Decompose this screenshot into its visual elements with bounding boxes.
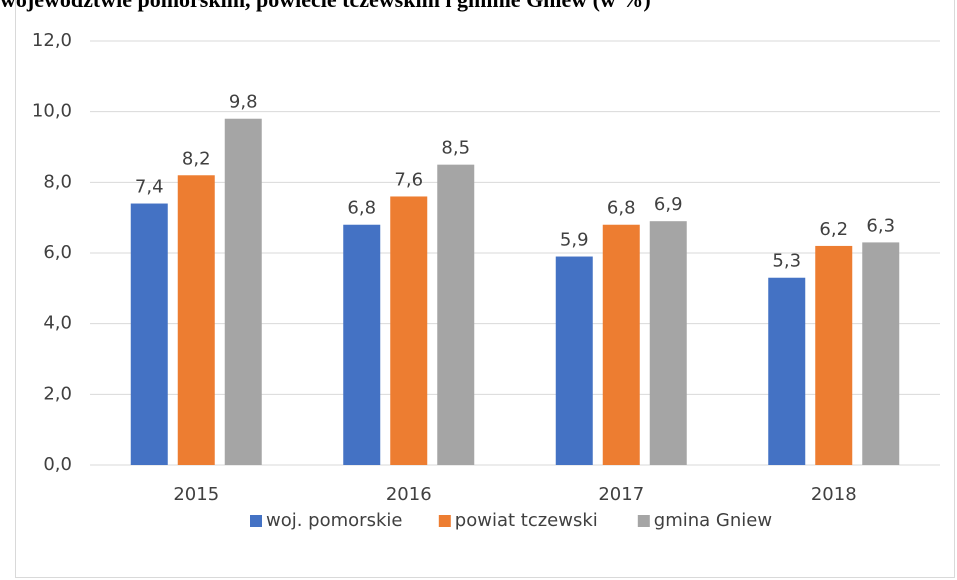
value-label: 7,4 bbox=[135, 177, 164, 198]
y-tick-label: 8,0 bbox=[43, 171, 72, 192]
value-label: 8,5 bbox=[441, 138, 470, 159]
y-tick-label: 0,0 bbox=[43, 454, 72, 475]
value-label: 6,8 bbox=[607, 198, 636, 219]
x-tick-label: 2016 bbox=[386, 484, 432, 505]
value-label: 8,2 bbox=[182, 148, 211, 169]
legend-swatch bbox=[438, 515, 451, 527]
bar bbox=[224, 118, 262, 465]
y-tick-label: 12,0 bbox=[32, 30, 72, 51]
bar bbox=[862, 242, 900, 465]
y-tick-label: 2,0 bbox=[43, 383, 72, 404]
bar bbox=[177, 175, 215, 465]
bar bbox=[343, 224, 381, 465]
chart-title: województwie pomorskim, powiecie tczewsk… bbox=[0, 0, 651, 12]
value-label: 5,9 bbox=[560, 230, 589, 251]
bar bbox=[437, 164, 475, 465]
bar bbox=[130, 203, 168, 466]
bar bbox=[815, 245, 853, 465]
y-tick-label: 10,0 bbox=[32, 101, 72, 122]
x-tick-label: 2018 bbox=[811, 484, 857, 505]
y-tick-label: 4,0 bbox=[43, 313, 72, 334]
x-tick-label: 2015 bbox=[173, 484, 219, 505]
value-label: 6,8 bbox=[347, 198, 376, 219]
value-label: 7,6 bbox=[394, 169, 423, 190]
legend-label: woj. pomorskie bbox=[266, 510, 402, 531]
x-tick-label: 2017 bbox=[598, 484, 644, 505]
bar bbox=[649, 221, 687, 465]
bar bbox=[390, 196, 428, 465]
bar bbox=[602, 224, 640, 465]
legend-swatch bbox=[250, 515, 262, 527]
legend-swatch bbox=[637, 515, 650, 527]
bar bbox=[768, 277, 806, 465]
value-label: 6,9 bbox=[654, 194, 683, 215]
bar bbox=[555, 256, 593, 465]
chart-frame bbox=[15, 0, 955, 578]
value-label: 9,8 bbox=[229, 92, 258, 113]
value-label: 5,3 bbox=[772, 251, 801, 272]
value-label: 6,2 bbox=[819, 219, 848, 240]
y-tick-label: 6,0 bbox=[43, 242, 72, 263]
legend-label: gmina Gniew bbox=[654, 510, 772, 531]
legend-label: powiat tczewski bbox=[455, 510, 598, 531]
value-label: 6,3 bbox=[866, 215, 895, 236]
